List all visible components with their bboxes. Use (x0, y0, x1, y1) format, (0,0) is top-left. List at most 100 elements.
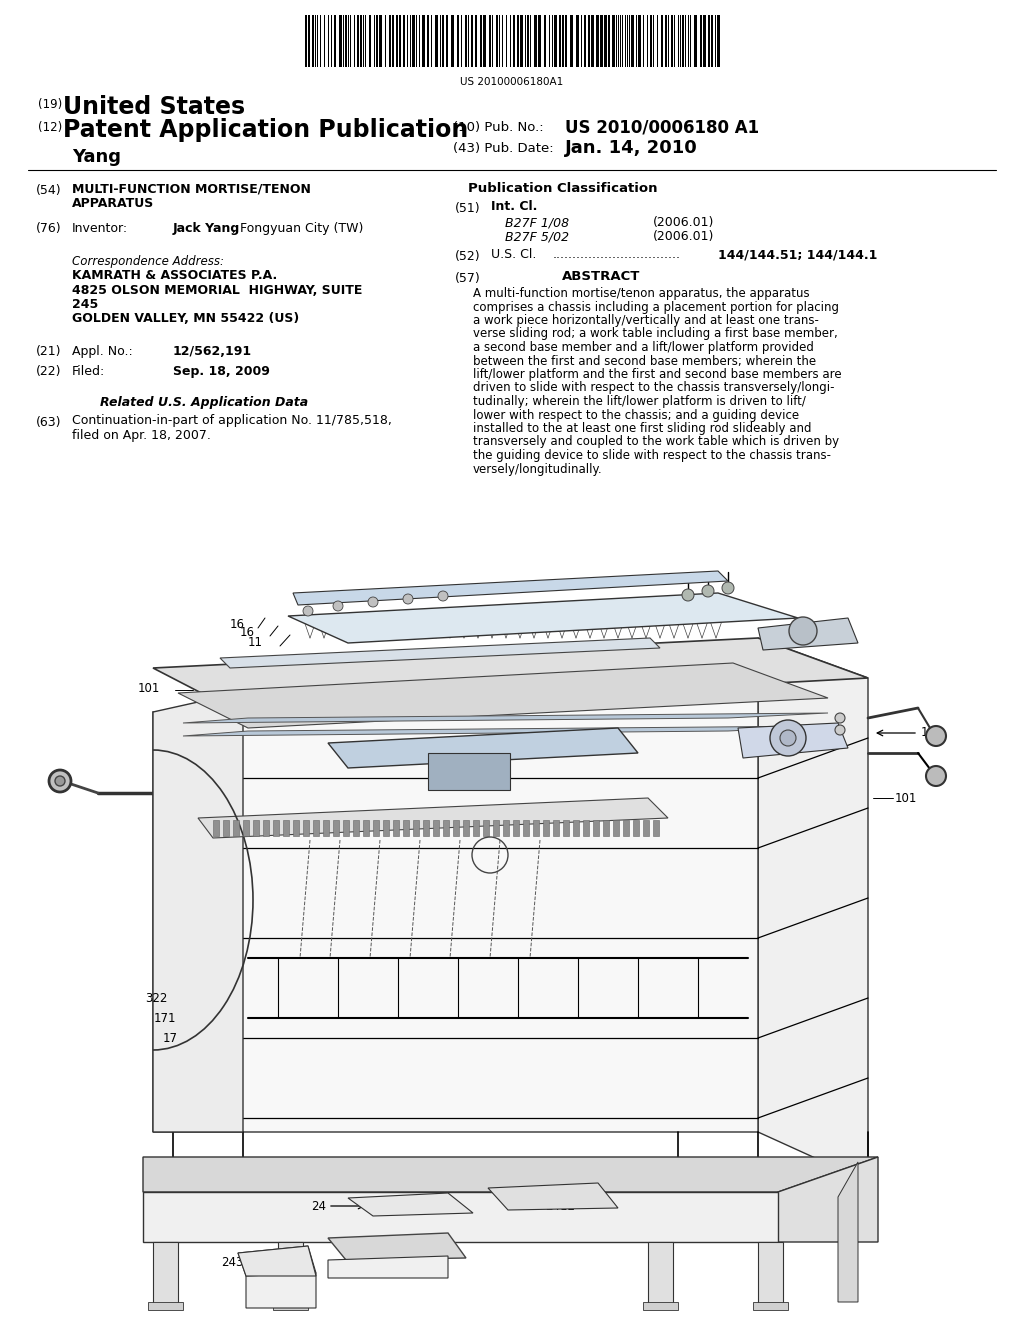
Bar (435, 15, 438, 67)
Bar (648, 1242, 673, 1307)
Text: Appl. No.:: Appl. No.: (72, 345, 133, 358)
Bar (357, 15, 359, 67)
Text: comprises a chassis including a placement portion for placing: comprises a chassis including a placemen… (473, 301, 839, 314)
Polygon shape (293, 572, 728, 605)
Bar (360, 15, 362, 67)
Polygon shape (178, 663, 828, 729)
Polygon shape (328, 1233, 466, 1261)
Bar (305, 15, 307, 67)
Circle shape (403, 594, 413, 605)
Bar (613, 820, 618, 836)
Bar (339, 15, 342, 67)
Bar (570, 15, 573, 67)
Text: US 2010/0006180 A1: US 2010/0006180 A1 (565, 117, 759, 136)
Bar (534, 820, 539, 836)
Text: United States: United States (63, 95, 245, 119)
Circle shape (368, 597, 378, 607)
Bar (389, 15, 391, 67)
Bar (562, 15, 564, 67)
Text: Jack Yang: Jack Yang (173, 222, 241, 235)
Text: Sep. 18, 2009: Sep. 18, 2009 (173, 366, 270, 378)
Bar (393, 820, 399, 836)
Bar (442, 15, 444, 67)
Text: 101: 101 (895, 792, 918, 804)
Text: Yang: Yang (72, 148, 121, 166)
Bar (263, 820, 269, 836)
Text: (63): (63) (36, 416, 61, 429)
Circle shape (702, 585, 714, 597)
Circle shape (926, 766, 946, 785)
Bar (373, 820, 379, 836)
Text: (51): (51) (455, 202, 480, 215)
Bar (493, 820, 499, 836)
Bar (682, 15, 684, 67)
Polygon shape (153, 638, 868, 711)
Bar (600, 15, 603, 67)
Text: transversely and coupled to the work table which is driven by: transversely and coupled to the work tab… (473, 436, 839, 449)
Circle shape (303, 606, 313, 616)
Circle shape (333, 601, 343, 611)
Polygon shape (738, 723, 848, 758)
Bar (711, 15, 713, 67)
Bar (345, 15, 347, 67)
Text: lift/lower platform and the first and second base members are: lift/lower platform and the first and se… (473, 368, 842, 381)
Circle shape (682, 589, 694, 601)
Bar (708, 15, 710, 67)
Bar (473, 820, 479, 836)
Polygon shape (238, 1246, 316, 1276)
Text: driven to slide with respect to the chassis transversely/longi-: driven to slide with respect to the chas… (473, 381, 835, 395)
Text: (57): (57) (455, 272, 480, 285)
Bar (343, 820, 349, 836)
Text: installed to the at least one first sliding rod slideably and: installed to the at least one first slid… (473, 422, 811, 436)
Bar (362, 820, 369, 836)
Text: (19): (19) (38, 98, 62, 111)
Bar (588, 15, 590, 67)
Polygon shape (488, 1183, 618, 1210)
Bar (638, 15, 641, 67)
Bar (513, 820, 519, 836)
Bar (483, 15, 486, 67)
Text: Correspondence Address:: Correspondence Address: (72, 255, 224, 268)
Bar (323, 820, 329, 836)
Bar (527, 15, 529, 67)
Bar (565, 15, 567, 67)
Circle shape (790, 616, 817, 645)
Text: (2006.01): (2006.01) (653, 216, 715, 228)
Bar (333, 820, 339, 836)
Bar (480, 15, 482, 67)
Bar (423, 820, 429, 836)
Text: a work piece horizontally/vertically and at least one trans-: a work piece horizontally/vertically and… (473, 314, 819, 327)
Bar (643, 1302, 678, 1309)
Bar (153, 1242, 178, 1307)
Text: 16: 16 (240, 626, 255, 639)
Text: (76): (76) (36, 222, 61, 235)
Bar (553, 820, 559, 836)
Text: lower with respect to the chassis; and a guiding device: lower with respect to the chassis; and a… (473, 408, 799, 421)
Bar (665, 15, 667, 67)
Circle shape (835, 713, 845, 723)
Text: 17: 17 (163, 1031, 178, 1044)
Bar (396, 15, 398, 67)
Text: B27F 1/08: B27F 1/08 (505, 216, 569, 228)
Bar (465, 15, 467, 67)
Polygon shape (183, 713, 828, 723)
Bar (273, 820, 279, 836)
Bar (369, 15, 371, 67)
Bar (650, 15, 652, 67)
Text: verse sliding rod; a work table including a first base member,: verse sliding rod; a work table includin… (473, 327, 838, 341)
Text: (43) Pub. Date:: (43) Pub. Date: (453, 143, 554, 154)
Bar (353, 820, 359, 836)
Bar (422, 15, 425, 67)
Bar (392, 15, 394, 67)
Polygon shape (153, 668, 758, 1133)
Text: KAMRATH & ASSOCIATES P.A.: KAMRATH & ASSOCIATES P.A. (72, 269, 278, 282)
Text: APPARATUS: APPARATUS (72, 197, 155, 210)
Polygon shape (778, 1158, 878, 1242)
Text: Continuation-in-part of application No. 11/785,518,: Continuation-in-part of application No. … (72, 414, 392, 426)
Text: (2006.01): (2006.01) (653, 230, 715, 243)
Text: 243: 243 (221, 1257, 244, 1270)
Bar (703, 15, 706, 67)
Bar (575, 15, 579, 67)
Bar (717, 15, 720, 67)
Polygon shape (246, 1272, 316, 1308)
